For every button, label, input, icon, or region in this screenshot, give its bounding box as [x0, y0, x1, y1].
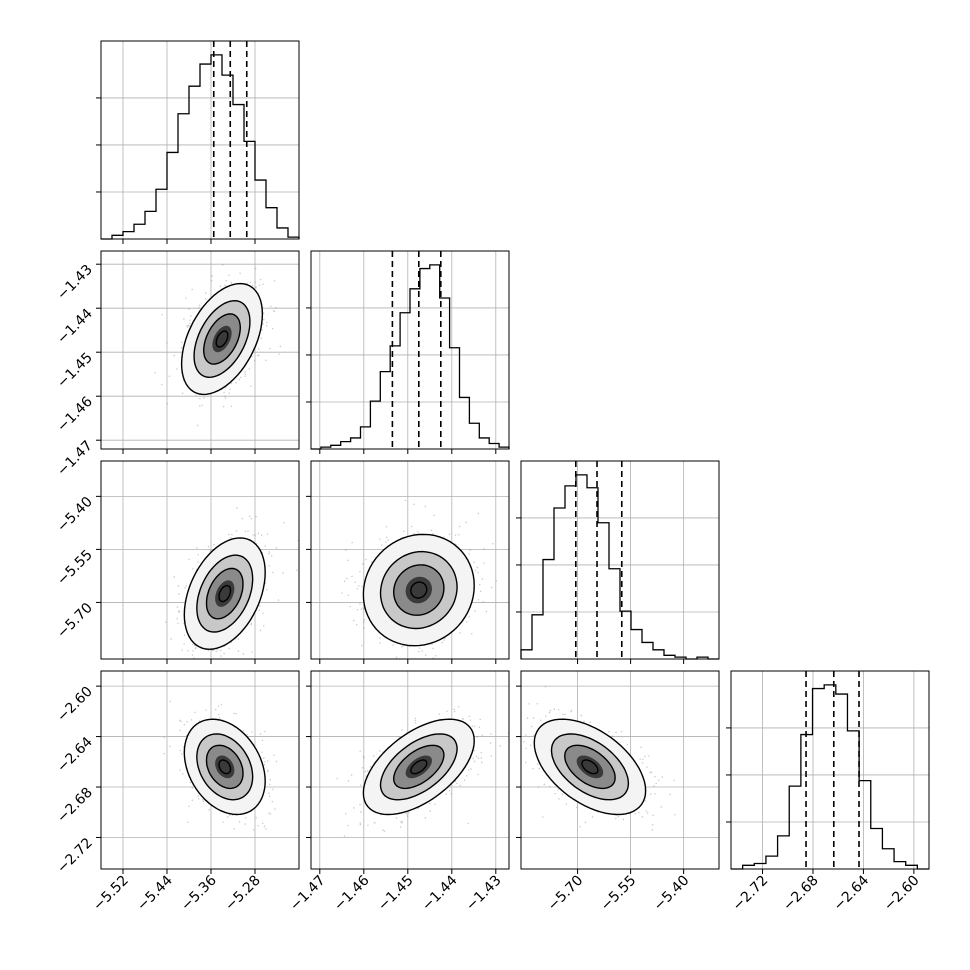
panel-3,0: [163, 700, 278, 831]
density-contour: [392, 744, 445, 790]
x-tick-label: −1.43: [463, 873, 505, 915]
density-contour: [379, 733, 458, 801]
x-tick-label: −1.44: [419, 872, 461, 914]
y-tick-label: −1.46: [54, 394, 96, 436]
y-tick-label: −1.44: [54, 306, 96, 348]
panel-frame: [100, 670, 300, 870]
x-tick-label: −5.28: [222, 873, 264, 915]
panel-3,2: [523, 686, 676, 831]
density-contour: [180, 282, 264, 396]
density-contour: [564, 744, 616, 790]
y-tick-label: −1.45: [54, 350, 96, 392]
x-tick-label: −5.52: [90, 873, 132, 915]
x-tick-label: −5.55: [598, 873, 640, 915]
x-tick-label: −1.45: [375, 873, 417, 915]
y-tick-label: −2.60: [54, 684, 96, 726]
density-contour: [362, 718, 475, 816]
histogram-frame-0: [100, 40, 300, 240]
histogram-frame-3: [730, 670, 930, 870]
density-contour: [392, 564, 445, 616]
x-tick-label: −2.60: [881, 873, 923, 915]
panel-3,1: [336, 706, 509, 837]
y-tick-label: −2.68: [54, 785, 96, 827]
y-tick-label: −2.64: [54, 734, 96, 776]
density-contour: [533, 718, 647, 816]
density-contour: [379, 550, 458, 630]
density-contour: [218, 584, 232, 603]
density-contour: [550, 733, 630, 801]
panel-2,0: [165, 507, 299, 659]
x-tick-label: −5.70: [545, 873, 587, 915]
x-tick-label: −2.64: [831, 872, 873, 914]
y-tick-label: −1.47: [54, 438, 96, 480]
histogram-step-0: [101, 54, 300, 240]
density-contour: [183, 537, 266, 651]
density-contour: [205, 567, 244, 620]
density-contour: [196, 733, 254, 801]
panel-frame: [100, 250, 300, 450]
density-contour: [218, 759, 232, 775]
x-tick-label: −2.68: [780, 873, 822, 915]
panel-frame: [520, 670, 720, 870]
y-tick-label: −5.70: [54, 600, 96, 642]
density-contour: [410, 581, 428, 599]
y-tick-label: −2.72: [54, 835, 96, 877]
histogram-step-1: [311, 264, 510, 450]
panel-frame: [100, 460, 300, 660]
x-tick-label: −5.44: [134, 872, 176, 914]
density-contour: [202, 313, 242, 365]
panel-frame: [310, 670, 510, 870]
x-tick-label: −1.47: [287, 873, 329, 915]
histogram-step-3: [731, 684, 929, 870]
density-contour: [410, 759, 428, 775]
x-tick-label: −5.36: [178, 872, 220, 914]
density-contour: [581, 759, 599, 775]
histogram-frame-2: [520, 460, 720, 660]
density-contour: [183, 718, 266, 816]
density-fill: [405, 576, 432, 604]
density-contour: [205, 744, 244, 790]
histogram-frame-1: [310, 250, 510, 450]
density-contour: [196, 554, 254, 633]
x-tick-label: −2.72: [730, 873, 772, 915]
x-tick-label: −5.40: [651, 873, 693, 915]
x-tick-label: −1.46: [331, 872, 373, 914]
panel-1,0: [154, 264, 281, 427]
panel-frame: [310, 460, 510, 660]
density-contour: [193, 299, 251, 379]
y-tick-label: −5.55: [54, 547, 96, 589]
histogram-step-2: [520, 474, 719, 660]
panel-2,1: [341, 499, 497, 659]
density-contour: [215, 330, 229, 348]
density-contour: [362, 533, 475, 647]
y-tick-label: −5.40: [54, 494, 96, 536]
y-tick-label: −1.43: [54, 262, 96, 304]
